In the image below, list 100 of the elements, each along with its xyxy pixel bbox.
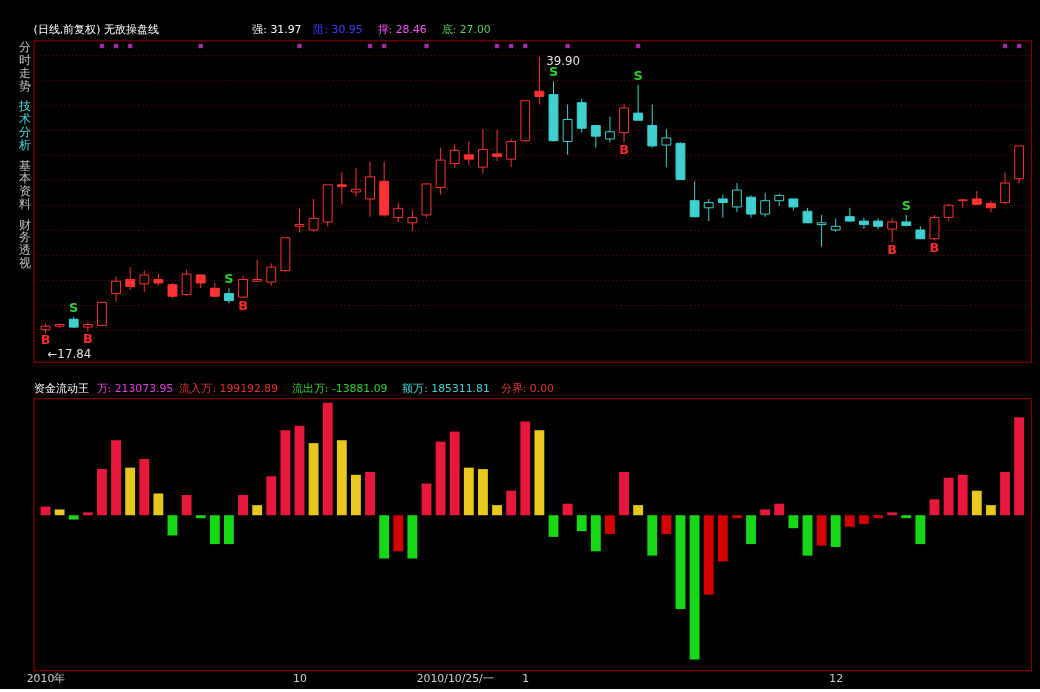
candlestick bbox=[1000, 171, 1010, 205]
candlestick bbox=[492, 129, 502, 162]
candlestick bbox=[449, 143, 460, 169]
candlestick bbox=[816, 214, 827, 248]
bar bbox=[97, 469, 107, 516]
candlestick bbox=[731, 182, 742, 213]
bar bbox=[915, 515, 926, 545]
bar bbox=[774, 503, 785, 516]
bar bbox=[181, 495, 192, 516]
bar bbox=[929, 499, 940, 516]
bar bbox=[294, 425, 305, 516]
bar bbox=[703, 515, 714, 595]
bar bbox=[689, 515, 700, 660]
candlestick bbox=[661, 128, 672, 168]
bar bbox=[647, 515, 658, 556]
candlestick bbox=[647, 103, 658, 149]
bar bbox=[830, 515, 841, 547]
candlestick bbox=[224, 287, 234, 304]
bar bbox=[379, 515, 390, 559]
candlestick bbox=[689, 180, 700, 219]
candlestick bbox=[534, 56, 545, 105]
bar bbox=[195, 515, 206, 519]
bar bbox=[351, 474, 361, 516]
bar bbox=[393, 515, 404, 552]
bar bbox=[971, 490, 982, 516]
text: B bbox=[82, 331, 93, 347]
x-tick-label: 10 bbox=[293, 671, 307, 685]
bar bbox=[167, 515, 178, 536]
candlestick bbox=[590, 125, 601, 149]
bar bbox=[1014, 417, 1025, 516]
x-tick-label: 1 bbox=[522, 671, 530, 685]
chart-title: 资金流动王 bbox=[33, 382, 89, 396]
candlestick bbox=[308, 198, 319, 233]
bar bbox=[562, 503, 573, 516]
candlestick bbox=[351, 167, 361, 197]
text: 强: 31.97 bbox=[252, 22, 302, 36]
bar bbox=[308, 443, 319, 516]
text: 分时走势 bbox=[18, 40, 31, 93]
text: 撑: 28.46 bbox=[377, 22, 427, 36]
text: 阻: 30.95 bbox=[313, 22, 363, 36]
bar bbox=[54, 509, 65, 516]
bar bbox=[266, 476, 277, 516]
candlestick bbox=[336, 171, 347, 205]
candlestick bbox=[407, 209, 418, 232]
candlestick bbox=[463, 141, 474, 166]
bar bbox=[675, 515, 686, 609]
bar bbox=[280, 430, 291, 516]
bar bbox=[68, 515, 79, 520]
bar bbox=[717, 515, 728, 562]
x-tick-label: 2010/10/25/一 bbox=[416, 671, 494, 685]
text: B bbox=[619, 142, 629, 158]
candlestick bbox=[760, 192, 771, 218]
x-tick-label: 2010年 bbox=[26, 671, 66, 685]
bar bbox=[139, 458, 150, 516]
text: 财务透视 bbox=[18, 217, 31, 271]
bar bbox=[548, 515, 559, 537]
text: B bbox=[40, 332, 51, 348]
candlestick bbox=[478, 128, 488, 174]
bar bbox=[336, 440, 347, 516]
bar bbox=[844, 515, 855, 527]
bar bbox=[576, 515, 587, 532]
candlestick bbox=[393, 202, 404, 223]
text: 基本资料 bbox=[18, 158, 31, 211]
text: 底: 27.00 bbox=[441, 22, 491, 36]
bar bbox=[1000, 471, 1010, 516]
candlestick bbox=[111, 276, 121, 302]
text: B bbox=[238, 297, 248, 313]
candlestick bbox=[294, 208, 305, 234]
text: 技术分析 bbox=[17, 99, 31, 152]
bar bbox=[760, 509, 771, 516]
bar bbox=[901, 515, 912, 519]
bar bbox=[859, 515, 869, 524]
bar bbox=[873, 515, 883, 519]
bar bbox=[943, 477, 954, 516]
bar bbox=[520, 421, 531, 516]
x-tick-label: 12 bbox=[829, 671, 844, 685]
candlestick bbox=[605, 116, 615, 143]
bar bbox=[619, 471, 629, 516]
bar bbox=[111, 440, 121, 516]
candlestick bbox=[181, 269, 192, 297]
text: 流出万: -13881.09 bbox=[291, 382, 388, 396]
bar bbox=[82, 512, 93, 516]
candlestick bbox=[858, 217, 869, 230]
bar bbox=[435, 441, 446, 516]
bar bbox=[788, 515, 799, 529]
candlestick bbox=[717, 194, 728, 219]
bar bbox=[661, 515, 672, 534]
bar bbox=[125, 467, 136, 516]
bar bbox=[985, 505, 996, 516]
candlestick bbox=[266, 262, 277, 287]
candlestick bbox=[562, 103, 573, 156]
bar bbox=[746, 515, 756, 545]
bar bbox=[449, 431, 460, 516]
annotation: ←17.84 bbox=[47, 347, 92, 362]
candlestick bbox=[125, 266, 136, 291]
bar bbox=[534, 430, 545, 516]
candlestick bbox=[703, 198, 714, 222]
bar bbox=[322, 402, 333, 516]
bar bbox=[224, 515, 234, 545]
bar bbox=[252, 505, 263, 516]
